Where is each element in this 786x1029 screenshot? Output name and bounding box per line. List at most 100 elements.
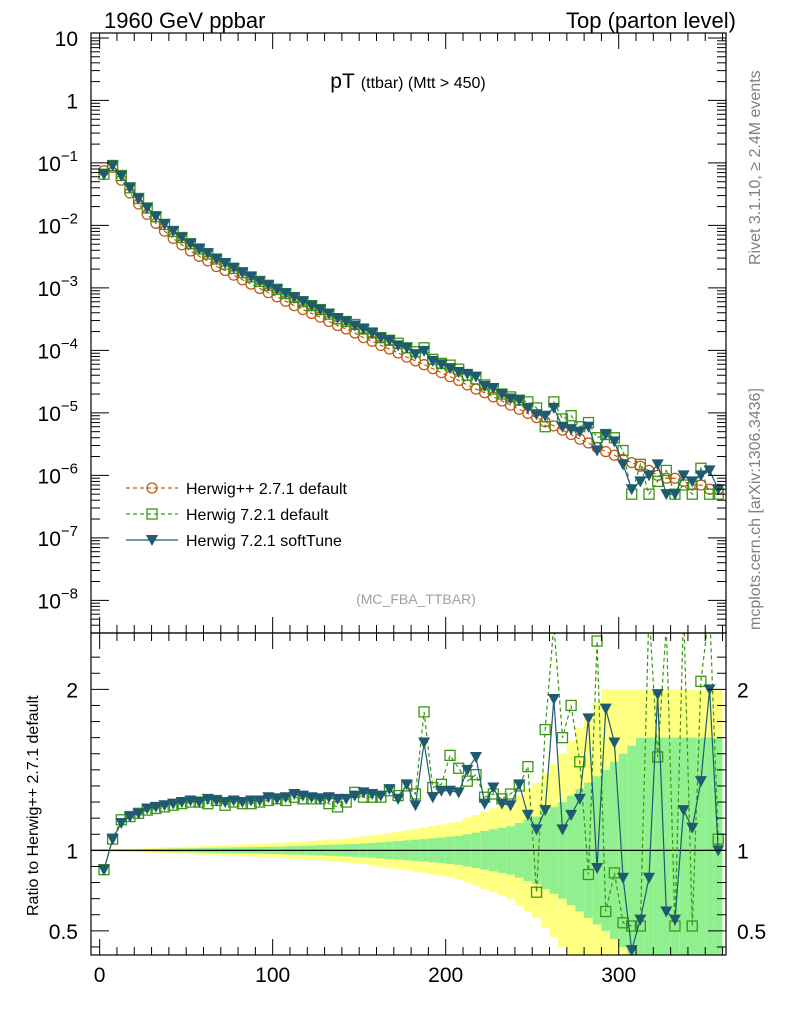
band-inner-bin bbox=[687, 737, 697, 955]
ratio-point-herwig-7-2-1-softtune bbox=[469, 751, 482, 763]
ratio-point-herwig-7-2-1-softtune bbox=[634, 914, 647, 926]
ratio-point-herwig-7-2-1-softtune bbox=[539, 805, 552, 817]
ratio-point-herwig-7-2-1-softtune bbox=[556, 824, 569, 836]
ratio-point-herwig-7-2-1-softtune bbox=[106, 834, 119, 846]
point-herwig-7-2-1-softtune bbox=[418, 345, 431, 357]
ratio-point-herwig-7-2-1-default bbox=[679, 604, 689, 614]
ratio-point-herwig-7-2-1-softtune bbox=[677, 805, 690, 817]
ratio-point-herwig-7-2-1-default bbox=[644, 604, 654, 614]
band-inner-bin bbox=[670, 737, 680, 955]
main-y-tick-label: 10−3 bbox=[38, 273, 78, 301]
ratio-point-herwig-7-2-1-softtune bbox=[279, 792, 292, 804]
main-y-tick-label: 10−6 bbox=[38, 460, 78, 488]
point-herwig-7-2-1-softtune bbox=[504, 393, 517, 405]
point-herwig-7-2-1-softtune bbox=[487, 383, 500, 395]
point-herwig-7-2-1-softtune bbox=[677, 470, 690, 482]
point-herwig-7-2-1-softtune bbox=[513, 395, 526, 407]
point-herwig-7-2-1-softtune bbox=[660, 489, 673, 501]
point-herwig-7-2-1-softtune bbox=[668, 489, 681, 501]
ratio-point-herwig-7-2-1-default bbox=[591, 635, 603, 647]
ratio-point-herwig-7-2-1-default bbox=[453, 762, 465, 774]
ratio-point-herwig-7-2-1-softtune bbox=[660, 906, 673, 918]
point-herwig-7-2-1-softtune bbox=[651, 459, 664, 471]
band-inner-bin bbox=[661, 737, 671, 955]
point-herwig-7-2-1-default bbox=[643, 488, 655, 500]
point-herwig-7-2-1-softtune bbox=[210, 254, 223, 266]
ratio-point-herwig-7-2-1-default bbox=[530, 886, 543, 898]
point-herwig-7-2-1-softtune bbox=[608, 436, 621, 448]
ratio-line-herwig-7-2-1-default bbox=[103, 633, 719, 927]
ratio-point-herwig-7-2-1-softtune bbox=[357, 787, 370, 799]
ratio-point-herwig-7-2-1-softtune bbox=[227, 795, 240, 807]
ratio-point-herwig-7-2-1-softtune bbox=[271, 793, 284, 805]
point-herwig-7-2-1-softtune bbox=[348, 320, 361, 332]
ratio-point-herwig-7-2-1-softtune bbox=[452, 787, 465, 799]
main-y-tick-label: 10−7 bbox=[38, 523, 78, 551]
point-herwig-7-2-1-softtune bbox=[444, 363, 457, 375]
point-herwig-7-2-1-softtune bbox=[167, 226, 180, 238]
point-herwig-7-2-1-softtune bbox=[288, 292, 301, 304]
x-tick-label: 300 bbox=[601, 964, 636, 987]
ratio-point-herwig-7-2-1-softtune bbox=[694, 776, 707, 788]
point-herwig-7-2-1-default bbox=[539, 421, 551, 433]
ratio-point-herwig-7-2-1-softtune bbox=[97, 864, 110, 876]
ratio-point-herwig-7-2-1-softtune bbox=[435, 785, 448, 797]
ratio-point-herwig-7-2-1-softtune bbox=[444, 785, 457, 797]
ratio-point-herwig-7-2-1-default bbox=[600, 905, 612, 918]
point-herwig-7-2-1-softtune bbox=[106, 160, 119, 172]
point-herwig-7-2-1-softtune bbox=[97, 169, 110, 181]
ratio-point-herwig-7-2-1-softtune bbox=[132, 808, 145, 820]
point-herwig-7-2-1-default bbox=[686, 488, 698, 500]
ratio-point-herwig-7-2-1-softtune bbox=[495, 798, 508, 810]
point-herwig-7-2-1-softtune bbox=[582, 421, 595, 433]
ratio-point-herwig-7-2-1-softtune bbox=[487, 782, 500, 794]
ratio-point-herwig-7-2-1-softtune bbox=[418, 737, 431, 749]
point-herwig-7-2-1-softtune bbox=[271, 284, 284, 296]
legend-marker bbox=[146, 535, 158, 546]
band-inner-bin bbox=[636, 737, 645, 955]
ratio-point-herwig-7-2-1-softtune bbox=[245, 795, 258, 807]
ratio-point-herwig-7-2-1-softtune bbox=[383, 784, 396, 796]
legend-marker bbox=[146, 482, 158, 494]
main-y-tick-label: 10−8 bbox=[38, 585, 78, 613]
ratio-point-herwig-7-2-1-softtune bbox=[348, 790, 361, 802]
point-herwig-7-2-1-softtune bbox=[435, 359, 448, 371]
ratio-point-herwig-7-2-1-default bbox=[705, 604, 715, 614]
ratio-point-herwig-7-2-1-softtune bbox=[219, 797, 232, 809]
point-herwig-7-2-1-softtune bbox=[201, 248, 214, 260]
point-herwig-7-2-1-softtune bbox=[686, 476, 699, 488]
point-herwig-7-2-1-softtune bbox=[426, 355, 439, 367]
ratio-y-axis-label: Ratio to Herwig++ 2.7.1 default bbox=[25, 695, 42, 916]
ratio-point-herwig-7-2-1-softtune bbox=[608, 737, 621, 749]
point-herwig-7-2-1-softtune bbox=[331, 312, 344, 324]
point-herwig-7-2-1-softtune bbox=[279, 288, 292, 300]
ratio-point-herwig-7-2-1-softtune bbox=[599, 703, 612, 715]
ratio-point-herwig-7-2-1-default bbox=[470, 769, 482, 781]
point-herwig-7-2-1-softtune bbox=[495, 389, 508, 401]
ratio-frame bbox=[90, 632, 727, 956]
x-tick-label: 0 bbox=[94, 964, 106, 987]
ratio-point-herwig-7-2-1-softtune bbox=[314, 793, 327, 805]
point-herwig-7-2-1-softtune bbox=[305, 300, 318, 312]
band-inner-bin bbox=[644, 737, 654, 955]
plot-title-sub: (ttbar) (Mtt > 450) bbox=[361, 75, 486, 92]
point-herwig-7-2-1-softtune bbox=[383, 335, 396, 347]
ratio-point-herwig-7-2-1-softtune bbox=[625, 945, 638, 955]
point-herwig-7-2-1-default bbox=[660, 464, 672, 477]
ratio-point-herwig-7-2-1-softtune bbox=[547, 694, 560, 706]
legend-label: Herwig++ 2.7.1 default bbox=[186, 481, 348, 498]
main-y-tick-label: 10−1 bbox=[38, 148, 78, 176]
main-y-tick-label: 10−5 bbox=[38, 398, 78, 426]
ratio-point-herwig-7-2-1-softtune bbox=[392, 793, 405, 805]
point-herwig-7-2-1-softtune bbox=[694, 470, 707, 482]
plot-title: pT (ttbar) (Mtt > 450) bbox=[330, 70, 485, 93]
ratio-y-tick-label: 2 bbox=[66, 679, 78, 702]
analysis-tag: (MC_FBA_TTBAR) bbox=[356, 591, 476, 607]
legend-label: Herwig 7.2.1 default bbox=[186, 507, 329, 524]
point-herwig-7-2-1-softtune bbox=[340, 316, 353, 328]
line-herwig-2-7-1-default bbox=[103, 166, 719, 490]
ratio-point-herwig-7-2-1-softtune bbox=[262, 792, 275, 804]
ratio-point-herwig-7-2-1-softtune bbox=[521, 809, 534, 821]
point-herwig-7-2-1-softtune bbox=[617, 459, 630, 471]
ratio-point-herwig-7-2-1-softtune bbox=[288, 789, 301, 800]
